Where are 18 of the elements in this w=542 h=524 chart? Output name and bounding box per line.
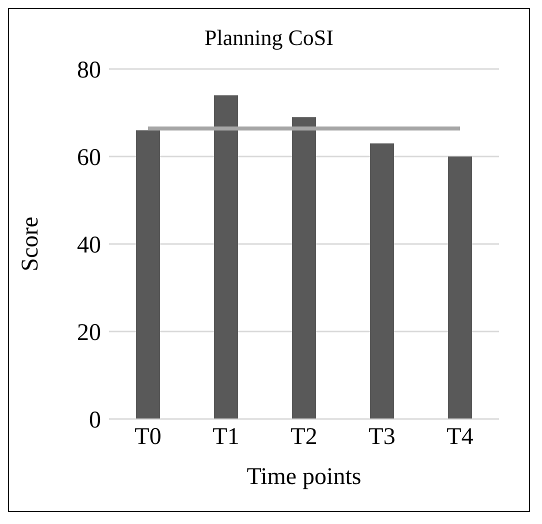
bar xyxy=(136,130,160,419)
x-tick-label: T1 xyxy=(212,424,240,450)
x-tick-label: T0 xyxy=(134,424,162,450)
y-tick-label: 80 xyxy=(77,58,101,84)
y-tick-label: 20 xyxy=(77,320,101,346)
bar xyxy=(214,95,238,419)
x-tick-label: T2 xyxy=(290,424,318,450)
chart-title: Planning CoSI xyxy=(204,25,334,51)
bar xyxy=(292,117,316,419)
y-tick-label: 40 xyxy=(77,232,101,259)
x-tick-label: T3 xyxy=(368,424,396,450)
y-tick-label: 60 xyxy=(77,145,101,172)
y-tick-label: 0 xyxy=(89,408,101,434)
x-tick-label: T4 xyxy=(446,424,474,450)
x-axis-title: Time points xyxy=(246,464,362,490)
bar xyxy=(448,156,472,419)
bar xyxy=(370,143,394,419)
y-axis-title: Score xyxy=(18,216,44,272)
